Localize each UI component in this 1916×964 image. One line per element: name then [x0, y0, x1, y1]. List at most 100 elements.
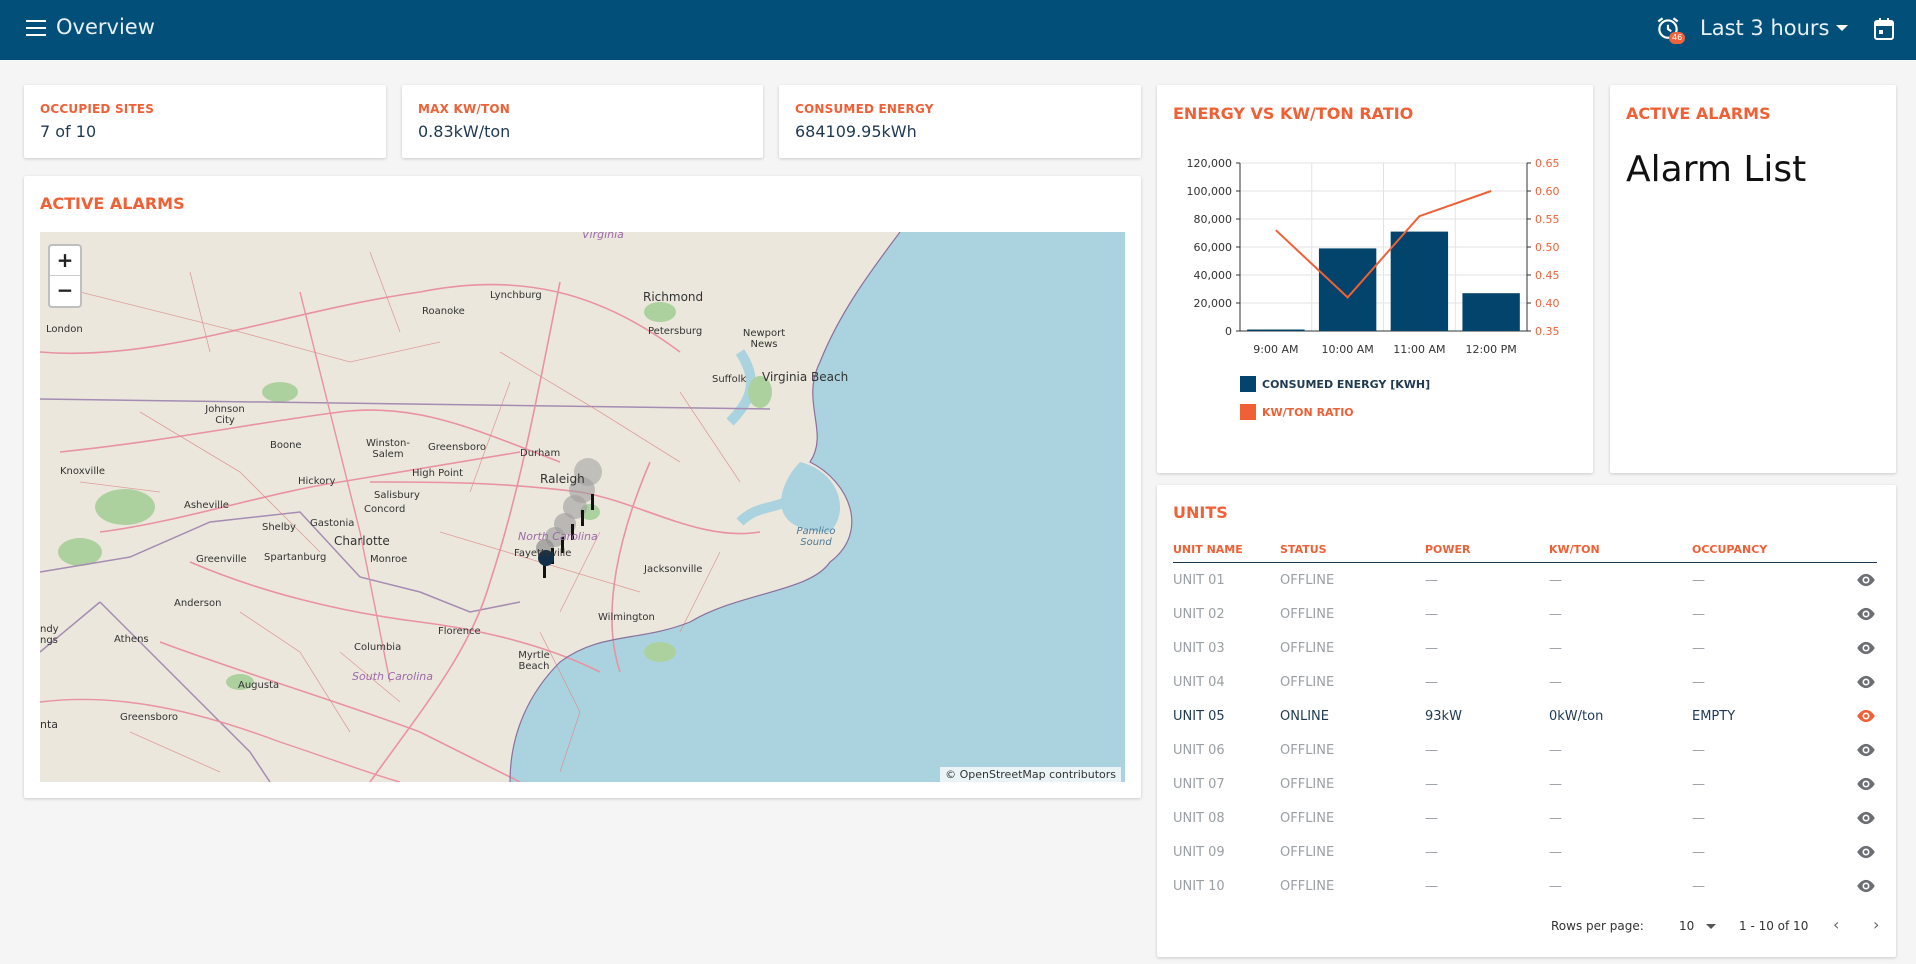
stat-label: CONSUMED ENERGY [795, 102, 934, 116]
map-label: South Carolina [352, 670, 433, 683]
zoom-control: + − [48, 244, 82, 308]
y-tick-label: 20,000 [1194, 297, 1233, 310]
table-row[interactable]: UNIT 07 OFFLINE — — — [1173, 767, 1877, 801]
power-cell: — [1425, 844, 1438, 860]
calendar-icon[interactable] [1873, 17, 1895, 41]
rows-per-page-select[interactable]: 10 [1679, 919, 1717, 933]
eye-icon[interactable] [1855, 709, 1877, 723]
legend-item-kwton[interactable]: KW/TON RATIO [1240, 404, 1354, 420]
alarm-map[interactable]: Virginia Richmond Lynchburg Roanoke Pete… [40, 232, 1125, 782]
eye-icon[interactable] [1855, 641, 1877, 655]
map-label: ndy ngs [40, 624, 59, 646]
zoom-out-button[interactable]: − [56, 278, 74, 302]
eye-icon[interactable] [1855, 675, 1877, 689]
card-title: ACTIVE ALARMS [1626, 104, 1771, 123]
map-label: Anderson [174, 598, 222, 609]
map-label: Augusta [238, 680, 280, 691]
column-header[interactable]: OCCUPANCY [1692, 543, 1768, 556]
y2-tick-label: 0.40 [1535, 297, 1560, 310]
map-label: Fayetteville [514, 548, 572, 559]
stat-label: OCCUPIED SITES [40, 102, 155, 116]
y2-tick-label: 0.35 [1535, 325, 1560, 338]
unit-name-cell: UNIT 07 [1173, 776, 1225, 792]
power-cell: — [1425, 776, 1438, 792]
occupancy-cell: EMPTY [1692, 708, 1736, 724]
eye-icon[interactable] [1855, 743, 1877, 757]
map-label: Greensboro [428, 442, 486, 453]
active-alarms-list-card: ACTIVE ALARMS Alarm List [1610, 85, 1896, 473]
pagination-range: 1 - 10 of 10 [1739, 919, 1809, 933]
stat-card-max-kwton: MAX KW/TON 0.83kW/ton [402, 85, 763, 158]
map-label: nta [40, 718, 59, 731]
energy-vs-kwton-chart-card: ENERGY VS KW/TON RATIO 0 0.35 20,000 0.40 40… [1157, 85, 1593, 473]
kwton-cell: — [1549, 742, 1562, 758]
map-attribution[interactable]: © OpenStreetMap contributors [940, 767, 1121, 782]
table-row[interactable]: UNIT 08 OFFLINE — — — [1173, 801, 1877, 835]
map-label: North Carolina [518, 530, 598, 543]
map-label: Durham [520, 448, 561, 459]
eye-icon[interactable] [1855, 607, 1877, 621]
map-label: Monroe [370, 554, 408, 565]
eye-icon[interactable] [1855, 777, 1877, 791]
kwton-cell: — [1549, 810, 1562, 826]
alarm-list-heading: Alarm List [1626, 149, 1807, 190]
alarm-clock-icon[interactable]: 46 [1655, 15, 1686, 45]
table-row[interactable]: UNIT 06 OFFLINE — — — [1173, 733, 1877, 767]
prev-page-icon[interactable]: ‹ [1833, 915, 1840, 934]
unit-name-cell: UNIT 04 [1173, 674, 1225, 690]
bar [1318, 248, 1377, 331]
unit-name-cell: UNIT 05 [1173, 708, 1225, 724]
stat-card-consumed-energy: CONSUMED ENERGY 684109.95kWh [779, 85, 1141, 158]
bar [1390, 231, 1449, 331]
map-label: Concord [364, 504, 406, 515]
occupancy-cell: — [1692, 640, 1705, 656]
kwton-cell: — [1549, 572, 1562, 588]
map-label: Virginia [582, 232, 624, 241]
table-row[interactable]: UNIT 05 ONLINE 93kW 0kW/ton EMPTY [1173, 699, 1877, 733]
unit-name-cell: UNIT 10 [1173, 878, 1225, 894]
map-label: Greensboro [120, 712, 178, 723]
chevron-down-icon[interactable] [1836, 25, 1848, 31]
status-cell: OFFLINE [1280, 606, 1335, 622]
map-label: High Point [412, 468, 463, 479]
zoom-in-button[interactable]: + [50, 246, 80, 276]
kwton-cell: — [1549, 606, 1562, 622]
occupancy-cell: — [1692, 844, 1705, 860]
y-tick-label: 60,000 [1194, 241, 1233, 254]
map-label: Jacksonville [644, 564, 703, 575]
table-row[interactable]: UNIT 01 OFFLINE — — — [1173, 563, 1877, 597]
x-tick-label: 11:00 AM [1393, 343, 1445, 356]
eye-icon[interactable] [1855, 845, 1877, 859]
units-card: UNITS UNIT NAME STATUS POWER KW/TON OCCU… [1157, 485, 1896, 957]
kwton-cell: — [1549, 878, 1562, 894]
eye-icon[interactable] [1855, 879, 1877, 893]
bar [1462, 293, 1520, 331]
column-header[interactable]: STATUS [1280, 543, 1327, 556]
table-row[interactable]: UNIT 09 OFFLINE — — — [1173, 835, 1877, 869]
y-tick-label: 0 [1225, 325, 1232, 338]
status-cell: OFFLINE [1280, 810, 1335, 826]
unit-name-cell: UNIT 03 [1173, 640, 1225, 656]
table-row[interactable]: UNIT 03 OFFLINE — — — [1173, 631, 1877, 665]
next-page-icon[interactable]: › [1873, 915, 1880, 934]
column-header[interactable]: UNIT NAME [1173, 543, 1243, 556]
column-header[interactable]: POWER [1425, 543, 1471, 556]
eye-icon[interactable] [1855, 811, 1877, 825]
power-cell: — [1425, 640, 1438, 656]
legend-item-energy[interactable]: CONSUMED ENERGY [KWH] [1240, 376, 1430, 392]
column-header[interactable]: KW/TON [1549, 543, 1600, 556]
eye-icon[interactable] [1855, 573, 1877, 587]
table-row[interactable]: UNIT 10 OFFLINE — — — [1173, 869, 1877, 903]
power-cell: — [1425, 606, 1438, 622]
alarm-marker-cluster[interactable] [536, 458, 602, 578]
power-cell: — [1425, 878, 1438, 894]
table-row[interactable]: UNIT 04 OFFLINE — — — [1173, 665, 1877, 699]
map-label: Knoxville [60, 466, 106, 477]
menu-icon[interactable] [26, 20, 46, 38]
x-tick-label: 9:00 AM [1253, 343, 1298, 356]
table-row[interactable]: UNIT 02 OFFLINE — — — [1173, 597, 1877, 631]
time-range-select[interactable]: Last 3 hours [1700, 16, 1830, 40]
power-cell: — [1425, 674, 1438, 690]
map-label: Columbia [354, 642, 402, 653]
status-cell: OFFLINE [1280, 640, 1335, 656]
